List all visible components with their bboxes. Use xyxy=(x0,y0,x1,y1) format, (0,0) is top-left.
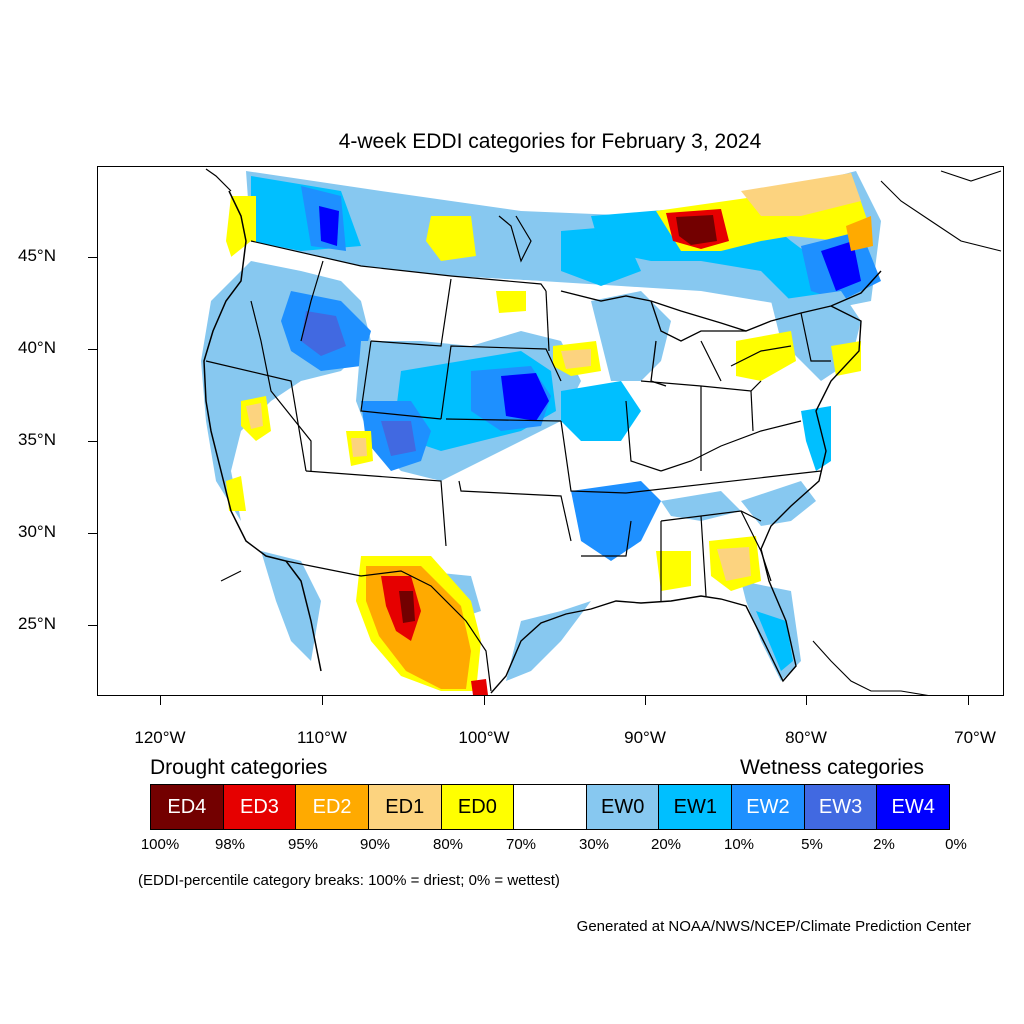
percent-break: 30% xyxy=(578,836,610,853)
legend-box-ed2: ED2 xyxy=(296,785,369,829)
legend-box-ew2: EW2 xyxy=(732,785,805,829)
legend-box-ew1: EW1 xyxy=(659,785,733,829)
percent-break: 0% xyxy=(945,836,967,853)
legend-box-neutral xyxy=(514,785,587,829)
lat-label-40: 40°N xyxy=(18,338,56,357)
lon-tick xyxy=(160,696,161,705)
legend-box-ew3: EW3 xyxy=(804,785,878,829)
lon-tick xyxy=(968,696,969,705)
lat-tick xyxy=(88,349,97,350)
legend-color-bar: ED4 ED3 ED2 ED1 ED0 EW0 EW1 EW2 EW3 EW4 xyxy=(150,784,950,830)
percent-break: 98% xyxy=(214,836,246,853)
percent-break: 70% xyxy=(505,836,537,853)
percent-break: 95% xyxy=(287,836,319,853)
percent-break: 5% xyxy=(801,836,823,853)
anomaly-regions xyxy=(201,261,861,695)
map-title: 4-week EDDI categories for February 3, 2… xyxy=(338,130,762,153)
legend-box-ed4: ED4 xyxy=(151,785,224,829)
legend-box-ed0: ED0 xyxy=(441,785,515,829)
lon-tick xyxy=(645,696,646,705)
lon-label-110w: 110°W xyxy=(297,728,347,747)
wetness-categories-heading: Wetness categories xyxy=(740,756,925,779)
lat-label-35: 35°N xyxy=(18,430,56,449)
lat-label-45: 45°N xyxy=(18,246,56,265)
lat-tick xyxy=(88,533,97,534)
drought-categories-heading: Drought categories xyxy=(150,756,328,779)
percent-break: 20% xyxy=(650,836,682,853)
lat-tick xyxy=(88,257,97,258)
lon-label-70w: 70°W xyxy=(954,728,996,747)
percent-break: 10% xyxy=(723,836,755,853)
percent-break: 2% xyxy=(873,836,895,853)
lat-tick xyxy=(88,441,97,442)
lon-label-90w: 90°W xyxy=(624,728,666,747)
lon-label-80w: 80°W xyxy=(785,728,827,747)
lat-label-25: 25°N xyxy=(18,614,56,633)
lon-tick xyxy=(484,696,485,705)
legend-box-ed3: ED3 xyxy=(223,785,297,829)
lat-label-30: 30°N xyxy=(18,522,56,541)
map-panel xyxy=(97,166,1004,696)
percent-break: 100% xyxy=(140,836,180,853)
lon-tick xyxy=(806,696,807,705)
percent-break: 80% xyxy=(432,836,464,853)
lon-tick xyxy=(322,696,323,705)
state-and-country-borders xyxy=(203,168,1002,695)
legend-box-ed1: ED1 xyxy=(368,785,442,829)
credit-line: Generated at NOAA/NWS/NCEP/Climate Predi… xyxy=(576,918,971,935)
eddi-map xyxy=(201,168,1002,695)
lon-label-100w: 100°W xyxy=(458,728,510,747)
legend-box-ew4: EW4 xyxy=(877,785,950,829)
lon-label-120w: 120°W xyxy=(134,728,186,747)
legend-box-ew0: EW0 xyxy=(586,785,660,829)
percent-break: 90% xyxy=(359,836,391,853)
category-breaks-note: (EDDI-percentile category breaks: 100% =… xyxy=(138,872,560,889)
lat-tick xyxy=(88,625,97,626)
